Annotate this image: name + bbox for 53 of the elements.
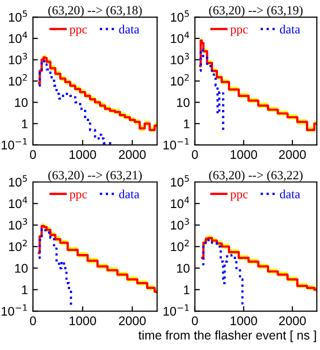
y-tick-label: 10$^{3}$ (170, 218, 189, 230)
x-tick-label: 1000 (230, 150, 258, 159)
y-tick-label: 10$^{3}$ (9, 52, 27, 64)
chart-title: (63,20) --> (63,18) (48, 6, 142, 18)
legend-label: ppc (70, 192, 88, 201)
y-tick-label: 1 (22, 286, 28, 294)
x-tick-label: 0 (192, 150, 198, 159)
legend-label: data (119, 190, 140, 198)
y-tick-label: 10$^{−1}$ (164, 138, 189, 150)
legend-label: data (280, 190, 300, 198)
chart-title: (63,20) --> (63,21) (48, 170, 142, 182)
x-tick-label: 0 (30, 150, 36, 159)
y-tick-label: 10$^{3}$ (9, 218, 27, 230)
y-tick-label: 10$^{3}$ (170, 52, 189, 64)
y-tick-label: 1 (184, 286, 190, 294)
y-tick-label: 10$^{−1}$ (2, 304, 27, 316)
text: ppc (230, 28, 248, 36)
y-tick-label: 10 (15, 98, 28, 107)
x-tick-label: 1000 (70, 150, 96, 159)
x-tick-label: 2000 (279, 150, 306, 159)
y-tick-label: 10$^{2}$ (170, 240, 189, 252)
y-tick-label: 10$^{−1}$ (2, 138, 27, 150)
y-tick-label: 10$^{−1}$ (164, 304, 189, 316)
x-tick-label: 2000 (119, 150, 146, 159)
x-tick-label: 2000 (279, 316, 306, 326)
x-tick-label: 0 (192, 316, 198, 326)
y-tick-label: 10$^{2}$ (9, 240, 27, 252)
x-axis-title: time from the flasher event [ ns ] (138, 330, 316, 342)
y-tick-label: 10 (15, 264, 28, 273)
y-tick-label: 10$^{5}$ (9, 175, 27, 187)
y-tick-label: 1 (184, 120, 190, 128)
y-tick-label: 10$^{5}$ (170, 175, 189, 187)
y-tick-label: 10$^{4}$ (9, 32, 28, 44)
y-tick-label: 10$^{2}$ (170, 74, 189, 86)
legend-label: data (119, 24, 140, 34)
legend-label: ppc (70, 28, 88, 36)
chart-title: (63,20) --> (63,22) (209, 170, 303, 182)
y-tick-label: 1 (22, 120, 28, 128)
y-tick-label: 10$^{4}$ (170, 32, 190, 44)
text: ppc (230, 192, 248, 201)
x-tick-label: 1000 (230, 316, 258, 326)
y-tick-label: 10 (177, 98, 190, 107)
legend-label: data (280, 24, 300, 34)
x-tick-label: 2000 (119, 316, 146, 326)
y-tick-label: 10$^{5}$ (170, 10, 189, 22)
x-tick-label: 0 (30, 316, 36, 326)
x-tick-label: 1000 (70, 316, 96, 326)
y-tick-label: 10$^{5}$ (9, 10, 27, 22)
y-tick-label: 10$^{2}$ (9, 74, 27, 86)
y-tick-label: 10$^{4}$ (9, 196, 28, 208)
y-tick-label: 10$^{4}$ (170, 196, 190, 208)
y-tick-label: 10 (177, 264, 190, 273)
chart-title: (63,20) --> (63,19) (209, 6, 303, 18)
